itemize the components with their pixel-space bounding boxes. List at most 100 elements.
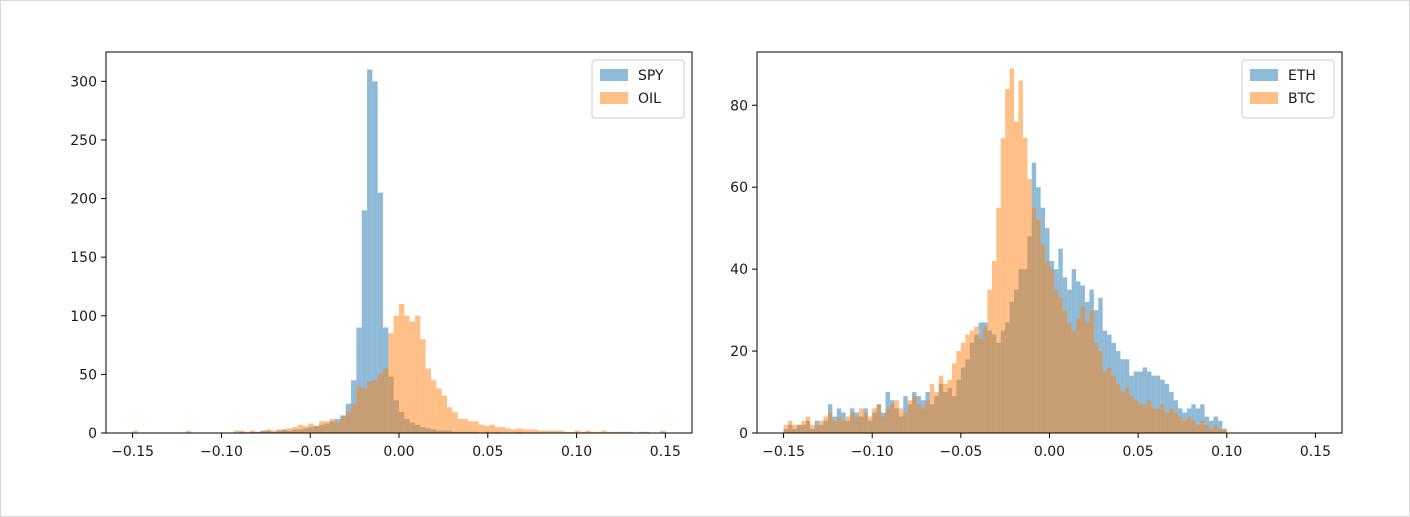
oil-bar <box>244 431 250 433</box>
btc-bar <box>836 416 842 433</box>
btc-bar <box>947 379 952 433</box>
oil-bar <box>473 421 479 433</box>
eth-bar <box>1217 420 1223 433</box>
x-tick-label: 0.10 <box>1211 444 1242 460</box>
btc-bar <box>1222 428 1227 433</box>
oil-bar <box>548 430 554 433</box>
oil-bar <box>484 425 490 433</box>
btc-bar <box>1040 244 1046 433</box>
btc-bar <box>1058 297 1063 433</box>
oil-bar <box>383 368 389 433</box>
btc-bar <box>1009 68 1015 433</box>
oil-bar <box>271 430 277 433</box>
x-tick-label: 0.00 <box>383 444 414 460</box>
btc-bar <box>1036 219 1041 433</box>
eth-bar <box>1138 371 1143 433</box>
btc-bar <box>1045 260 1050 433</box>
legend-swatch-oil <box>600 92 628 104</box>
btc-bar <box>1093 342 1099 433</box>
btc-bar <box>810 424 815 433</box>
oil-bar <box>553 430 559 433</box>
btc-bar <box>956 351 961 433</box>
oil-bar <box>526 429 533 433</box>
btc-bar <box>1067 322 1072 433</box>
btc-bar <box>1186 416 1192 433</box>
x-tick-label: −0.05 <box>939 444 982 460</box>
oil-bar <box>622 431 629 433</box>
btc-bar <box>867 416 873 433</box>
oil-bar <box>606 431 613 433</box>
btc-bar <box>1151 408 1156 433</box>
btc-bar <box>1133 400 1139 433</box>
series-btc <box>783 68 1227 434</box>
oil-bar <box>345 411 352 433</box>
btc-bar <box>965 334 970 433</box>
btc-bar <box>969 330 975 433</box>
oil-bar <box>564 431 570 433</box>
btc-bar <box>1053 289 1059 433</box>
histogram-chart-left: −0.15 −0.10 −0.05 0.00 0.05 0.10 0.15 0 50 100 150… <box>70 51 693 460</box>
oil-bar <box>462 418 469 433</box>
x-tick-label: −0.10 <box>851 444 894 460</box>
btc-bar <box>916 404 921 433</box>
x-tick-label: −0.15 <box>111 444 154 460</box>
btc-bar <box>943 383 948 433</box>
btc-bar <box>841 420 846 433</box>
legend-right: ETH BTC <box>1241 59 1335 119</box>
btc-bar <box>805 416 811 433</box>
btc-bar <box>1107 367 1112 433</box>
btc-bar <box>1164 412 1170 433</box>
btc-bar <box>1200 420 1205 433</box>
oil-bar <box>500 427 506 433</box>
btc-bar <box>1142 404 1147 433</box>
btc-bar <box>1138 404 1143 433</box>
oil-bar <box>255 431 261 433</box>
btc-bar <box>1173 412 1179 433</box>
btc-bar <box>938 375 944 433</box>
btc-bar <box>801 420 806 433</box>
x-tick-label: 0.15 <box>1300 444 1331 460</box>
oil-bar <box>457 418 463 433</box>
spy-bar <box>356 327 362 433</box>
eth-bar <box>1200 404 1205 433</box>
btc-bar <box>1204 424 1210 433</box>
oil-bar <box>297 424 304 433</box>
y-tick-label: 0 <box>739 426 748 442</box>
y-tick-label: 40 <box>730 262 748 278</box>
x-tick-label: 0.05 <box>472 444 503 460</box>
y-tick-label: 20 <box>730 344 748 360</box>
btc-bar <box>1089 310 1094 433</box>
oil-bar <box>185 430 192 433</box>
oil-bar <box>628 431 634 433</box>
oil-bar <box>446 407 453 433</box>
oil-bar <box>260 430 266 433</box>
btc-bar <box>1071 330 1077 433</box>
oil-bar <box>601 430 607 433</box>
legend-left: SPY OIL <box>591 59 685 119</box>
oil-bar <box>372 380 378 433</box>
oil-bar <box>532 429 538 433</box>
legend-swatch-spy <box>600 69 628 81</box>
series-oil <box>132 304 666 433</box>
btc-bar <box>1124 387 1130 433</box>
histogram-chart-right: −0.15 −0.10 −0.05 0.00 0.05 0.10 0.15 0 20 40 60 80… <box>730 51 1343 460</box>
btc-bar <box>854 416 859 433</box>
spy-bar <box>377 192 384 433</box>
oil-bar <box>590 431 597 433</box>
btc-bar <box>925 400 930 433</box>
oil-bar <box>537 430 543 433</box>
oil-bar <box>510 429 517 433</box>
oil-bar <box>430 380 437 433</box>
y-tick-label: 250 <box>70 133 97 149</box>
oil-bar <box>644 431 650 433</box>
oil-bar <box>367 381 373 433</box>
oil-bar <box>292 427 298 433</box>
btc-bar <box>1182 420 1187 433</box>
oil-bar <box>233 430 240 433</box>
oil-bar <box>399 304 405 433</box>
oil-bar <box>414 315 421 433</box>
oil-bar <box>596 431 602 433</box>
y-tick-label: 80 <box>730 98 748 114</box>
btc-bar <box>876 404 882 433</box>
legend-label-spy: SPY <box>638 68 664 84</box>
